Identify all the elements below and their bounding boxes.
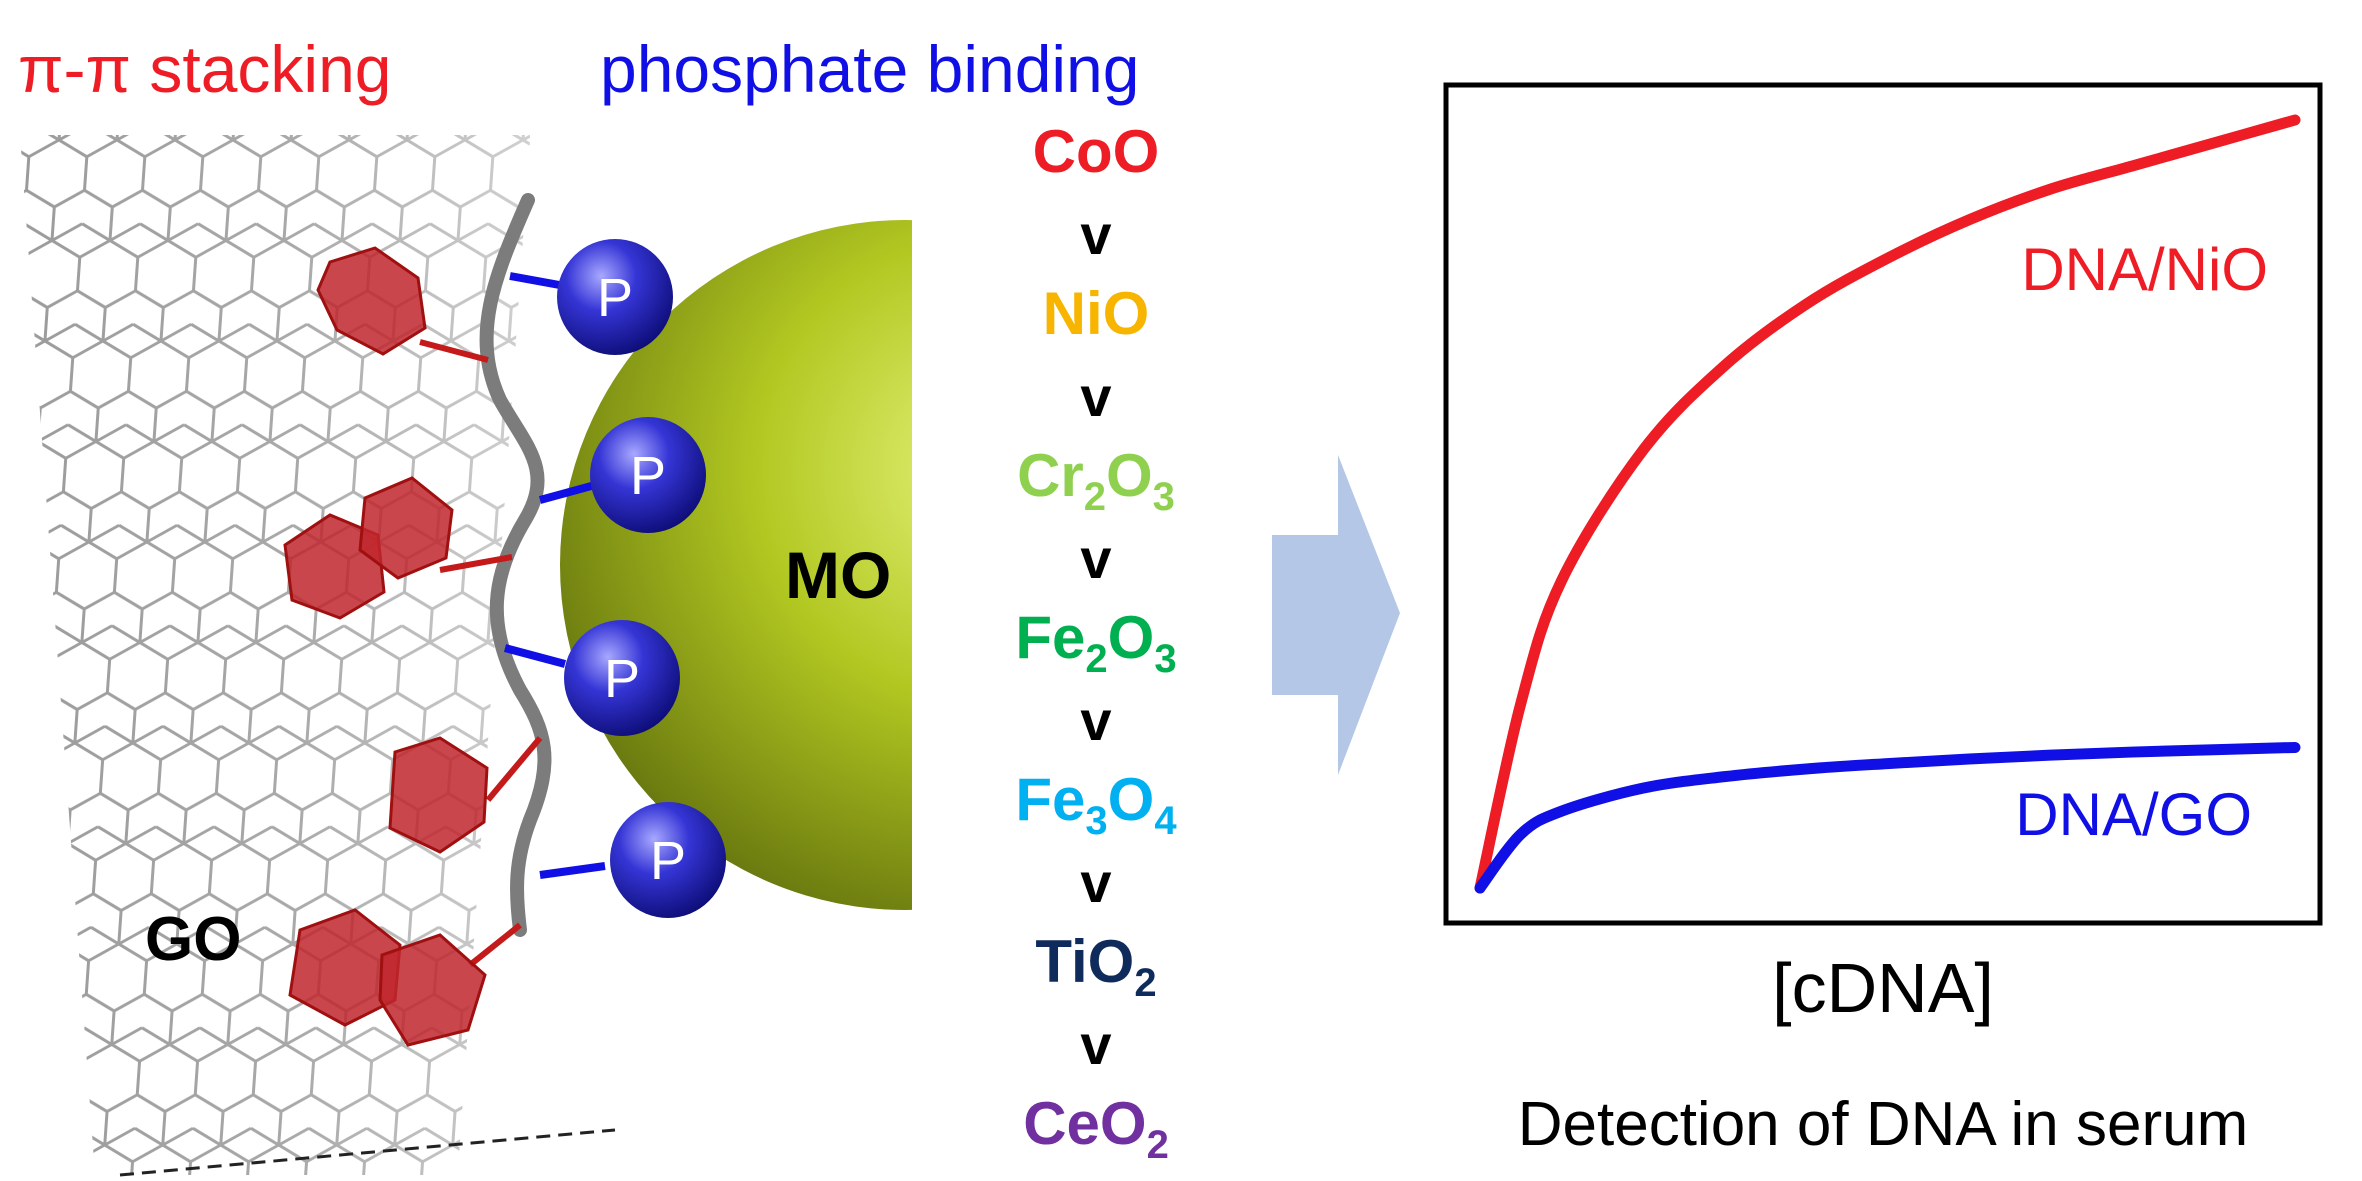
chart-frame: [1443, 82, 2323, 926]
metal-oxide-sphere: [560, 220, 912, 910]
oxide-fe3o4: Fe3O4: [1015, 766, 1177, 843]
phosphate-ball: [564, 620, 680, 736]
ranking-separator: v: [1080, 527, 1111, 590]
series-line-dna-nio: [1474, 114, 2301, 894]
phosphate-label: P: [597, 268, 633, 328]
ranking-separator: v: [1080, 851, 1111, 914]
dna-backbone: [479, 193, 552, 937]
series-label-dna-go: DNA/GO: [2015, 781, 2252, 848]
oxide-tio2: TiO2: [1035, 928, 1156, 1005]
ranking-separator: v: [1080, 203, 1111, 266]
phosphate-ball: [557, 239, 673, 355]
series-line-dna-go: [1474, 741, 2301, 894]
phosphate-ball: [610, 802, 726, 918]
sheet-edge: [119, 1128, 616, 1177]
x-axis-label: [cDNA]: [1772, 949, 1994, 1027]
nucleobases: [283, 246, 543, 1047]
chart-caption: Detection of DNA in serum: [1518, 1090, 2249, 1159]
oxide-coo: CoO: [1033, 118, 1160, 185]
chart: DNA/NiO DNA/GO [cDNA] Detection of DNA in…: [1443, 82, 2323, 1159]
series-label-dna-nio: DNA/NiO: [2021, 236, 2268, 303]
phosphate-label: P: [630, 446, 666, 506]
oxide-cr2o3: Cr2O3: [1017, 442, 1175, 519]
phosphate-label: P: [650, 831, 686, 891]
oxide-fe2o3: Fe2O3: [1015, 604, 1176, 681]
oxide-ceo2: CeO2: [1023, 1090, 1169, 1167]
ranking-separator: v: [1080, 1013, 1111, 1076]
phosphate-groups: P P P P: [503, 239, 726, 918]
right-arrow-icon: [1272, 455, 1400, 775]
ranking-separator: v: [1080, 365, 1111, 428]
go-label: GO: [145, 905, 241, 974]
pi-stacking-label: π-π stacking: [18, 32, 392, 106]
ranking-separator: v: [1080, 689, 1111, 752]
binding-strength-ranking: CoO v NiO v Cr2O3 v Fe2O3 v Fe3O4 v TiO2 v CeO2: [1015, 118, 1177, 1167]
phosphate-ball: [590, 417, 706, 533]
mo-label: MO: [785, 538, 891, 612]
chart-series-layer: DNA/NiO DNA/GO: [1474, 114, 2301, 894]
oxide-nio: NiO: [1043, 280, 1150, 347]
phosphate-binding-label: phosphate binding: [600, 32, 1139, 106]
phosphate-label: P: [604, 649, 640, 709]
